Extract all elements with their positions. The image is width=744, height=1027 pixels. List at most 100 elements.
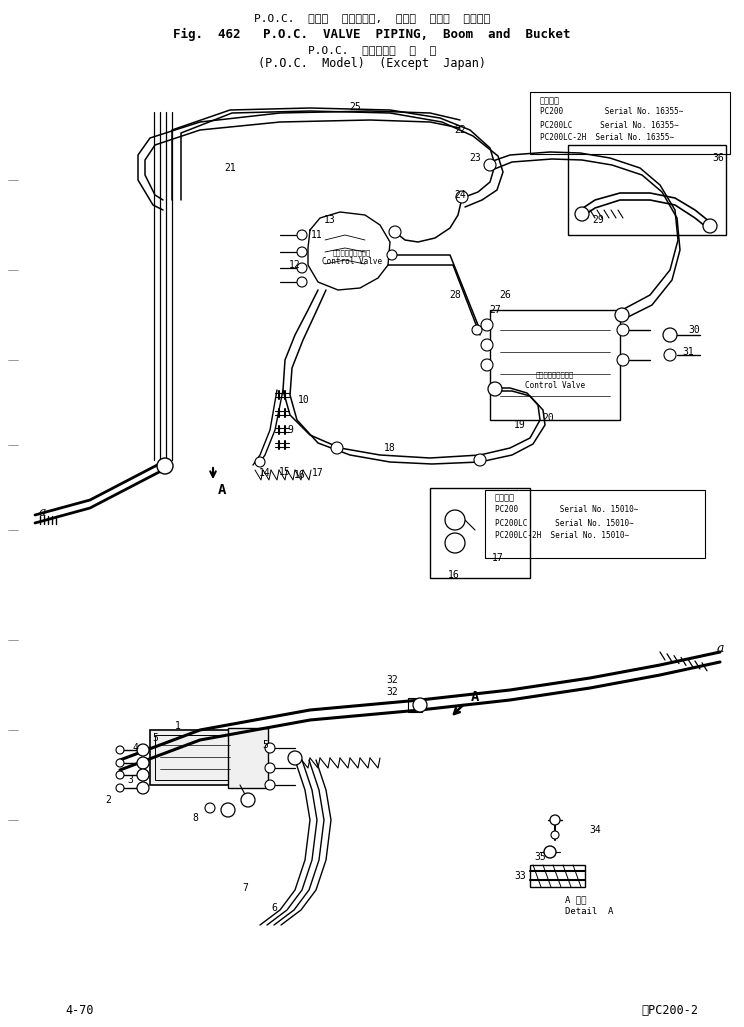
Bar bbox=[430, 488, 530, 578]
Circle shape bbox=[137, 769, 149, 781]
Text: 7: 7 bbox=[242, 883, 248, 893]
Circle shape bbox=[664, 349, 676, 362]
Text: 6: 6 bbox=[271, 903, 277, 913]
Bar bbox=[150, 730, 245, 785]
Text: 14: 14 bbox=[259, 468, 271, 478]
Circle shape bbox=[413, 698, 427, 712]
Text: 36: 36 bbox=[712, 153, 724, 163]
Circle shape bbox=[544, 846, 556, 858]
Circle shape bbox=[481, 339, 493, 351]
Text: PC200         Serial No. 15010∼: PC200 Serial No. 15010∼ bbox=[495, 505, 638, 515]
Text: 34: 34 bbox=[589, 825, 601, 835]
Text: (P.O.C.  Model)  (Except  Japan): (P.O.C. Model) (Except Japan) bbox=[258, 58, 486, 71]
Text: 11: 11 bbox=[311, 230, 323, 240]
Circle shape bbox=[472, 325, 482, 335]
Text: 32: 32 bbox=[386, 687, 398, 697]
Text: 適用号機: 適用号機 bbox=[495, 494, 515, 502]
Circle shape bbox=[157, 458, 173, 474]
Bar bbox=[228, 728, 268, 788]
Text: 30: 30 bbox=[688, 325, 700, 335]
Circle shape bbox=[137, 757, 149, 769]
Text: 4-70: 4-70 bbox=[65, 1003, 94, 1017]
Circle shape bbox=[617, 324, 629, 336]
Text: A: A bbox=[471, 690, 479, 703]
Text: A: A bbox=[218, 483, 226, 497]
Bar bbox=[530, 92, 730, 154]
Bar bbox=[530, 865, 585, 887]
Text: A 詳細: A 詳細 bbox=[565, 896, 586, 905]
Circle shape bbox=[484, 159, 496, 172]
Text: 26: 26 bbox=[499, 290, 511, 300]
Circle shape bbox=[116, 784, 124, 792]
Text: PC200LC      Serial No. 15010∼: PC200LC Serial No. 15010∼ bbox=[495, 519, 634, 528]
Circle shape bbox=[474, 454, 486, 466]
Circle shape bbox=[116, 746, 124, 754]
Text: 22: 22 bbox=[454, 125, 466, 135]
Text: 5: 5 bbox=[152, 733, 158, 743]
Circle shape bbox=[445, 533, 465, 553]
Circle shape bbox=[205, 803, 215, 813]
Text: PC200LC-2H  Serial No. 16355∼: PC200LC-2H Serial No. 16355∼ bbox=[540, 134, 674, 143]
Circle shape bbox=[241, 793, 255, 807]
Circle shape bbox=[297, 263, 307, 273]
Circle shape bbox=[137, 744, 149, 756]
Text: 15: 15 bbox=[279, 467, 291, 477]
Text: P.O.C.  バルブ  パイピング,  ブーム  および  バケット: P.O.C. バルブ パイピング, ブーム および バケット bbox=[254, 13, 490, 23]
Text: 35: 35 bbox=[534, 852, 546, 862]
Text: Detail  A: Detail A bbox=[565, 908, 613, 916]
Text: 4: 4 bbox=[132, 743, 138, 753]
Text: 16: 16 bbox=[448, 570, 460, 580]
Text: PC200LC-2H  Serial No. 15010∼: PC200LC-2H Serial No. 15010∼ bbox=[495, 532, 629, 540]
Circle shape bbox=[445, 510, 465, 530]
Text: a: a bbox=[716, 642, 724, 654]
Text: 3: 3 bbox=[127, 775, 133, 785]
Text: 20: 20 bbox=[542, 413, 554, 423]
Bar bbox=[408, 698, 422, 712]
Text: 32: 32 bbox=[386, 675, 398, 685]
Text: コントロールバルブ: コントロールバルブ bbox=[333, 250, 371, 257]
Circle shape bbox=[488, 382, 502, 396]
Text: 1: 1 bbox=[175, 721, 181, 731]
Circle shape bbox=[137, 782, 149, 794]
Bar bbox=[155, 735, 240, 779]
Text: 19: 19 bbox=[514, 420, 526, 430]
Circle shape bbox=[265, 779, 275, 790]
Text: 18: 18 bbox=[384, 443, 396, 453]
Circle shape bbox=[389, 226, 401, 238]
Circle shape bbox=[617, 354, 629, 366]
Text: 23: 23 bbox=[469, 153, 481, 163]
Text: 25: 25 bbox=[349, 102, 361, 112]
Circle shape bbox=[703, 219, 717, 233]
Text: 2: 2 bbox=[105, 795, 111, 805]
Text: PC200         Serial No. 16355∼: PC200 Serial No. 16355∼ bbox=[540, 108, 684, 116]
Circle shape bbox=[297, 277, 307, 287]
Circle shape bbox=[551, 831, 559, 839]
Text: a: a bbox=[38, 505, 45, 519]
Circle shape bbox=[297, 230, 307, 240]
Text: 16: 16 bbox=[294, 470, 306, 480]
Text: 5: 5 bbox=[262, 740, 268, 750]
Text: 8: 8 bbox=[192, 813, 198, 823]
Circle shape bbox=[297, 248, 307, 257]
Circle shape bbox=[116, 771, 124, 779]
Text: 適用号機: 適用号機 bbox=[540, 97, 560, 106]
Text: 13: 13 bbox=[324, 215, 336, 225]
Text: Fig.  462   P.O.C.  VALVE  PIPING,  Boom  and  Bucket: Fig. 462 P.O.C. VALVE PIPING, Boom and B… bbox=[173, 28, 571, 40]
Text: P.O.C.  仕様　　海  外  向: P.O.C. 仕様 海 外 向 bbox=[308, 45, 436, 55]
Text: 28: 28 bbox=[449, 290, 461, 300]
Circle shape bbox=[550, 815, 560, 825]
Circle shape bbox=[481, 359, 493, 371]
Circle shape bbox=[481, 319, 493, 331]
Text: 9: 9 bbox=[287, 425, 293, 435]
Text: 31: 31 bbox=[682, 347, 694, 357]
Circle shape bbox=[221, 803, 235, 817]
Bar bbox=[490, 310, 620, 420]
Text: 17: 17 bbox=[312, 468, 324, 478]
Text: 27: 27 bbox=[489, 305, 501, 315]
Circle shape bbox=[265, 743, 275, 753]
Text: 24: 24 bbox=[454, 190, 466, 200]
Circle shape bbox=[331, 442, 343, 454]
Bar bbox=[485, 490, 705, 558]
Text: 33: 33 bbox=[514, 871, 526, 881]
Text: 10: 10 bbox=[298, 395, 310, 405]
